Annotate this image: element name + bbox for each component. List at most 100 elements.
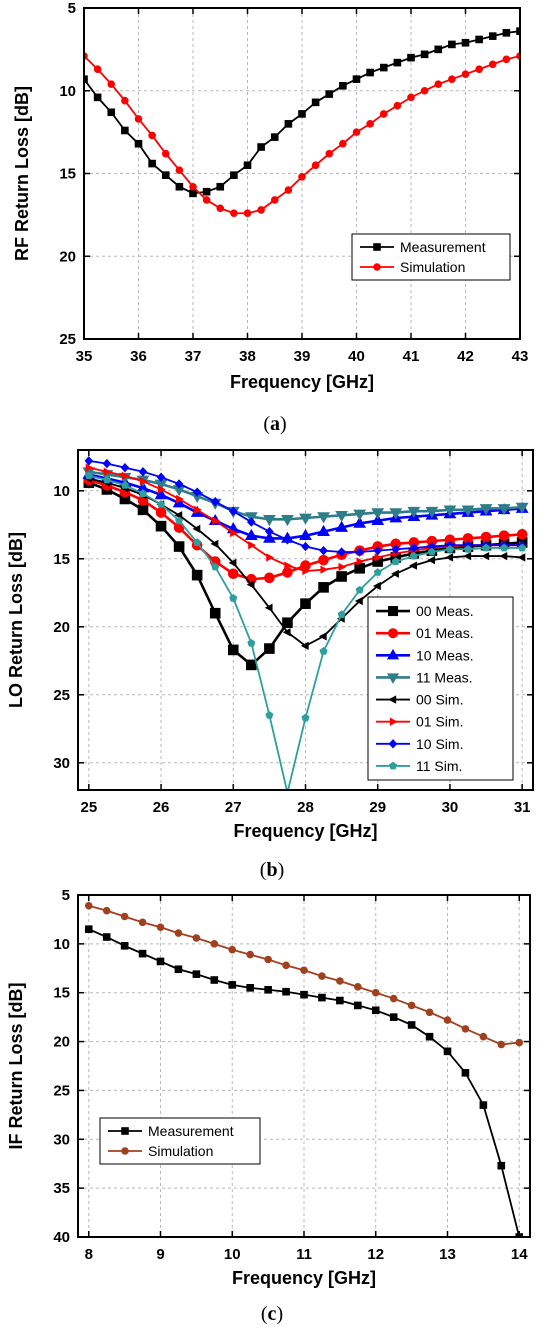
- data-point: [366, 68, 374, 77]
- data-point: [155, 520, 167, 532]
- data-point: [120, 912, 129, 921]
- data-point: [339, 81, 347, 90]
- data-point: [353, 516, 367, 528]
- data-point: [379, 63, 388, 72]
- data-point: [481, 551, 490, 561]
- data-point: [266, 553, 275, 562]
- data-point: [389, 508, 403, 520]
- x-tick-label: 10: [224, 1246, 241, 1263]
- x-tick-label: 14: [511, 1246, 528, 1263]
- data-point: [246, 984, 254, 992]
- data-point: [264, 603, 273, 612]
- panel-caption: (c): [261, 1303, 283, 1325]
- data-point: [498, 530, 510, 541]
- data-point: [161, 149, 170, 158]
- data-point: [517, 553, 526, 562]
- legend-marker: [388, 695, 397, 704]
- data-point: [102, 458, 112, 469]
- data-point: [120, 942, 129, 950]
- legend-label: 10 Sim.: [416, 736, 463, 752]
- data-point: [488, 60, 497, 69]
- data-point: [282, 567, 293, 578]
- data-point: [301, 713, 310, 722]
- chart-panel-b: 25 26 27 28 29 30 31 10 15 20 25 30 Frequency [GHz] L…: [6, 449, 534, 881]
- data-point: [102, 906, 111, 915]
- y-axis-title: LO Return Loss [dB]: [6, 532, 26, 708]
- data-point: [257, 206, 265, 214]
- data-point: [84, 471, 93, 480]
- x-tick-label: 40: [348, 348, 365, 365]
- data-point: [311, 161, 320, 170]
- data-point: [154, 488, 168, 500]
- data-point: [461, 505, 475, 517]
- data-point: [299, 528, 312, 541]
- data-point: [209, 607, 221, 619]
- data-point: [443, 505, 457, 517]
- legend-item: 11 Meas.: [376, 669, 473, 685]
- data-point: [137, 504, 149, 516]
- data-point: [284, 186, 293, 194]
- data-point: [461, 1025, 470, 1033]
- data-point: [264, 985, 272, 994]
- panel-caption-letter: b: [266, 859, 277, 881]
- legend-marker: [388, 628, 398, 639]
- x-tick-label: 35: [76, 348, 93, 365]
- data-point: [420, 86, 429, 95]
- data-point: [84, 925, 93, 934]
- data-point: [227, 568, 239, 580]
- legend-item: Simulation: [108, 1143, 213, 1159]
- data-point: [247, 638, 256, 647]
- legend-item: 01 Sim.: [376, 714, 463, 730]
- y-axis-title: IF Return Loss [dB]: [6, 983, 26, 1150]
- y-tick-label: 25: [59, 331, 76, 348]
- data-point: [299, 513, 312, 525]
- data-point: [325, 149, 334, 158]
- axes: 25 26 27 28 29 30 31 10 15 20 25 30: [53, 450, 533, 816]
- y-tick-label: 25: [53, 687, 70, 704]
- data-point: [120, 462, 130, 473]
- data-point: [210, 940, 219, 948]
- x-tick-label: 42: [457, 348, 474, 365]
- y-tick-label: 10: [59, 83, 76, 100]
- data-point: [138, 489, 148, 497]
- y-tick-label: 20: [59, 248, 76, 265]
- data-point: [139, 477, 148, 486]
- x-tick-label: 11: [296, 1246, 312, 1263]
- data-point: [407, 93, 415, 102]
- data-point: [270, 133, 279, 141]
- data-point: [93, 65, 102, 74]
- data-point: [93, 93, 102, 102]
- data-point: [175, 516, 184, 525]
- data-point: [373, 545, 383, 556]
- data-point: [336, 571, 347, 582]
- legend-item: Measurement: [360, 239, 486, 255]
- data-point: [174, 479, 184, 489]
- data-point: [85, 463, 94, 472]
- data-point: [407, 53, 415, 62]
- data-point: [247, 517, 256, 527]
- data-point: [202, 196, 211, 204]
- data-point: [434, 45, 443, 54]
- data-point: [161, 171, 170, 179]
- x-tick-label: 8: [85, 1246, 93, 1263]
- legend-item: Measurement: [108, 1123, 234, 1139]
- y-tick-label: 5: [68, 0, 76, 17]
- x-tick-label: 29: [369, 799, 386, 816]
- data-point: [354, 1001, 362, 1010]
- data-point: [84, 75, 88, 83]
- data-point: [300, 598, 311, 609]
- data-point: [371, 988, 380, 997]
- data-point: [174, 965, 183, 974]
- data-point: [134, 139, 143, 148]
- data-point: [189, 182, 197, 191]
- data-point: [479, 1032, 488, 1041]
- x-tick-label: 38: [239, 348, 256, 365]
- data-point: [227, 644, 239, 656]
- data-point: [107, 108, 116, 117]
- data-point: [374, 553, 383, 562]
- legend-item: 10 Sim.: [376, 736, 463, 752]
- data-point: [84, 456, 94, 466]
- data-point: [121, 126, 129, 135]
- data-point: [194, 505, 202, 514]
- data-point: [156, 472, 166, 482]
